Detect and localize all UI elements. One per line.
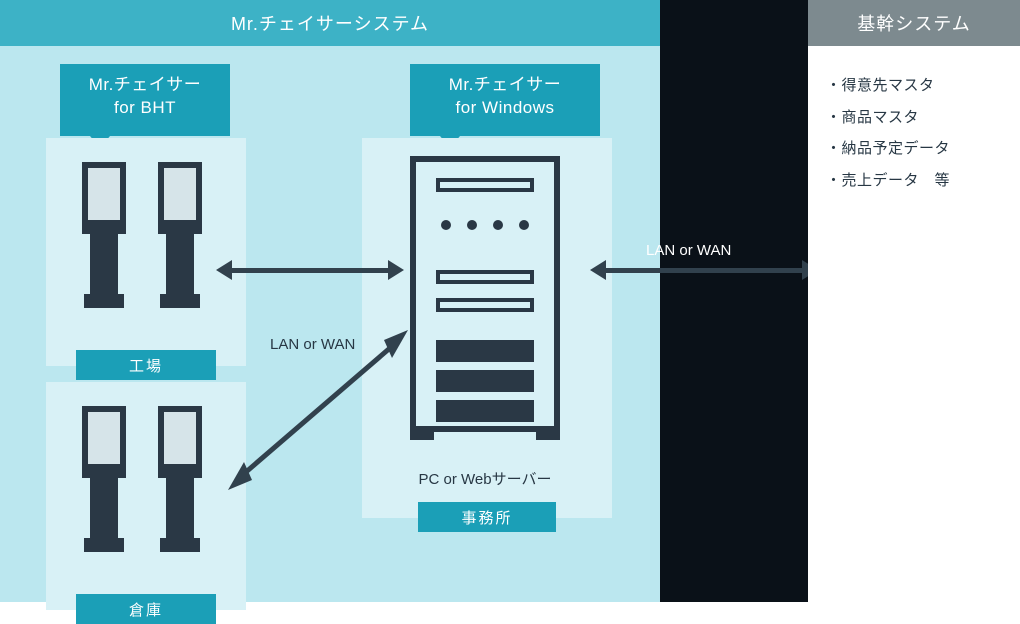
gap-panel bbox=[660, 0, 808, 602]
bubble-win-line1: Mr.チェイサー bbox=[428, 74, 582, 97]
core-list-item: ・納品予定データ bbox=[826, 133, 1002, 165]
box-office-label: 事務所 bbox=[418, 502, 556, 532]
core-list-item: ・売上データ 等 bbox=[826, 165, 1002, 197]
handheld-terminal-icon bbox=[74, 162, 134, 312]
handheld-terminal-icon bbox=[150, 406, 210, 556]
right-panel-body: ・得意先マスタ ・商品マスタ ・納品予定データ ・売上データ 等 bbox=[808, 46, 1020, 220]
left-panel: Mr.チェイサーシステム Mr.チェイサー for BHT Mr.チェイサー f… bbox=[0, 0, 660, 602]
terminal-group-warehouse bbox=[74, 406, 210, 556]
arrow-head-icon bbox=[216, 260, 232, 280]
arrow-head-icon bbox=[388, 260, 404, 280]
bubble-win-line2: for Windows bbox=[428, 97, 582, 120]
right-panel: 基幹システム ・得意先マスタ ・商品マスタ ・納品予定データ ・売上データ 等 bbox=[808, 0, 1020, 602]
core-list-item: ・商品マスタ bbox=[826, 102, 1002, 134]
server-tower-icon: PC or Webサーバー bbox=[410, 156, 560, 432]
left-panel-title: Mr.チェイサーシステム bbox=[0, 0, 660, 46]
box-warehouse: 倉庫 bbox=[46, 382, 246, 610]
arrow-server-core bbox=[604, 268, 804, 273]
arrow-head-icon bbox=[590, 260, 606, 280]
right-panel-title: 基幹システム bbox=[808, 0, 1020, 46]
left-panel-body: Mr.チェイサー for BHT Mr.チェイサー for Windows bbox=[0, 46, 660, 602]
box-factory-label: 工場 bbox=[76, 350, 216, 380]
server-caption: PC or Webサーバー bbox=[410, 468, 560, 489]
arrow-factory-server bbox=[230, 268, 390, 273]
handheld-terminal-icon bbox=[74, 406, 134, 556]
diagram-canvas: Mr.チェイサーシステム Mr.チェイサー for BHT Mr.チェイサー f… bbox=[0, 0, 1020, 602]
handheld-terminal-icon bbox=[150, 162, 210, 312]
terminal-group-factory bbox=[74, 162, 210, 312]
connection-label-2: LAN or WAN bbox=[646, 242, 731, 259]
bubble-bht-line1: Mr.チェイサー bbox=[78, 74, 212, 97]
core-list-item: ・得意先マスタ bbox=[826, 70, 1002, 102]
box-warehouse-label: 倉庫 bbox=[76, 594, 216, 624]
arrow-warehouse-server bbox=[228, 330, 408, 490]
bubble-bht-line2: for BHT bbox=[78, 97, 212, 120]
bubble-windows: Mr.チェイサー for Windows bbox=[410, 64, 600, 136]
box-factory: 工場 bbox=[46, 138, 246, 366]
bubble-bht: Mr.チェイサー for BHT bbox=[60, 64, 230, 136]
connection-label-1: LAN or WAN bbox=[270, 336, 355, 353]
